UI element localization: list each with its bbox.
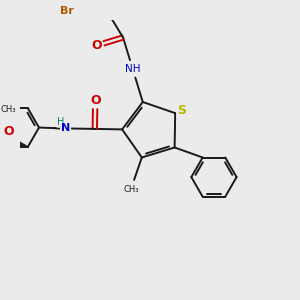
Text: O: O — [91, 39, 101, 52]
Text: S: S — [177, 104, 186, 118]
Text: NH: NH — [125, 64, 140, 74]
Text: O: O — [3, 125, 14, 138]
Text: H: H — [57, 117, 64, 127]
Text: Br: Br — [60, 6, 74, 16]
Text: CH₃: CH₃ — [123, 185, 139, 194]
Text: O: O — [90, 94, 101, 107]
Text: CH₃: CH₃ — [1, 105, 16, 114]
Text: N: N — [61, 123, 70, 134]
